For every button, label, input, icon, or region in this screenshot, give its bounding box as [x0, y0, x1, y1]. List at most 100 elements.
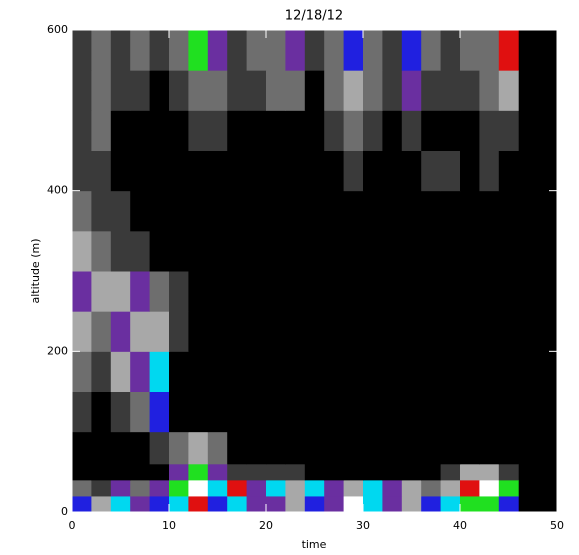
cell	[91, 190, 112, 232]
cell	[188, 230, 209, 272]
cell	[207, 351, 228, 392]
cell	[246, 463, 267, 481]
cell	[246, 351, 267, 392]
cell	[130, 110, 151, 151]
cell	[188, 391, 209, 433]
cell	[266, 190, 286, 232]
cell	[227, 150, 248, 192]
cell	[169, 495, 189, 513]
cell	[285, 150, 306, 192]
cell	[110, 110, 131, 151]
cell	[324, 463, 345, 481]
cell	[421, 110, 442, 151]
chart-title: 12/18/12	[285, 9, 343, 24]
cell	[72, 391, 92, 433]
cell	[91, 351, 112, 392]
cell	[460, 463, 480, 481]
cell	[304, 495, 325, 513]
cell	[207, 495, 228, 513]
cell	[363, 463, 383, 481]
cell	[479, 190, 500, 232]
cell	[149, 391, 170, 433]
cell	[460, 30, 480, 71]
cell	[304, 351, 325, 392]
cell	[246, 150, 267, 192]
cell	[401, 463, 422, 481]
cell	[169, 431, 189, 465]
cell	[460, 479, 480, 497]
cell	[227, 495, 248, 513]
cell	[149, 463, 170, 481]
cell	[91, 391, 112, 433]
cell	[304, 190, 325, 232]
cell	[401, 351, 422, 392]
cell	[266, 150, 286, 192]
cell	[169, 271, 189, 312]
cell	[343, 190, 364, 232]
cell	[130, 351, 151, 392]
cell	[479, 230, 500, 272]
cell	[285, 311, 306, 352]
x-tick-label: 40	[453, 519, 467, 532]
cell	[285, 495, 306, 513]
cell	[246, 431, 267, 465]
cell	[110, 190, 131, 232]
cell	[363, 431, 383, 465]
cell	[498, 391, 519, 433]
cell	[440, 271, 461, 312]
cell	[343, 110, 364, 151]
cell	[91, 70, 112, 111]
cell	[498, 230, 519, 272]
cell	[304, 479, 325, 497]
cell	[363, 110, 383, 151]
y-tick-label: 400	[47, 184, 68, 197]
cell	[324, 110, 345, 151]
cell	[498, 30, 519, 71]
cell	[460, 110, 480, 151]
cell	[91, 479, 112, 497]
cell	[130, 190, 151, 232]
cell	[304, 150, 325, 192]
cell	[207, 479, 228, 497]
cell	[130, 70, 151, 111]
cell	[91, 150, 112, 192]
cell	[324, 190, 345, 232]
cell	[188, 271, 209, 312]
cell	[324, 150, 345, 192]
cell	[440, 190, 461, 232]
cell	[479, 463, 500, 481]
cell	[149, 110, 170, 151]
cell	[246, 30, 267, 71]
cell	[72, 463, 92, 481]
cell	[401, 70, 422, 111]
cell	[343, 463, 364, 481]
cell	[498, 351, 519, 392]
cell	[382, 150, 403, 192]
cell	[363, 495, 383, 513]
cell	[207, 30, 228, 71]
cell	[130, 230, 151, 272]
cell	[72, 495, 92, 513]
plot-frame	[71, 29, 558, 513]
cell	[246, 479, 267, 497]
cell	[460, 230, 480, 272]
cell	[266, 230, 286, 272]
cell	[266, 391, 286, 433]
cell	[149, 351, 170, 392]
cell	[91, 311, 112, 352]
cell	[479, 271, 500, 312]
cell	[188, 311, 209, 352]
cell	[401, 311, 422, 352]
cell	[110, 463, 131, 481]
cell	[91, 431, 112, 465]
cell	[460, 190, 480, 232]
cell	[304, 391, 325, 433]
cell	[285, 391, 306, 433]
cell	[343, 230, 364, 272]
cell	[207, 230, 228, 272]
cell	[285, 351, 306, 392]
cell	[110, 150, 131, 192]
cell	[110, 479, 131, 497]
cell	[382, 311, 403, 352]
x-tick-label: 20	[259, 519, 273, 532]
